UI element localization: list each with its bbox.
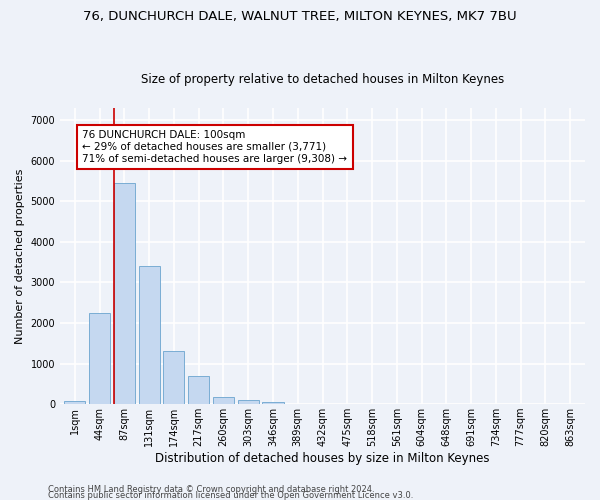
Bar [262,402,284,404]
Text: Contains public sector information licensed under the Open Government Licence v3: Contains public sector information licen… [48,490,413,500]
Bar [114,183,135,404]
Bar [163,352,184,404]
Text: 76 DUNCHURCH DALE: 100sqm
← 29% of detached houses are smaller (3,771)
71% of se: 76 DUNCHURCH DALE: 100sqm ← 29% of detac… [82,130,347,164]
Text: Contains HM Land Registry data © Crown copyright and database right 2024.: Contains HM Land Registry data © Crown c… [48,484,374,494]
Y-axis label: Number of detached properties: Number of detached properties [15,168,25,344]
Text: 76, DUNCHURCH DALE, WALNUT TREE, MILTON KEYNES, MK7 7BU: 76, DUNCHURCH DALE, WALNUT TREE, MILTON … [83,10,517,23]
Title: Size of property relative to detached houses in Milton Keynes: Size of property relative to detached ho… [141,73,504,86]
Bar [188,376,209,404]
Bar [213,397,234,404]
Bar [139,266,160,404]
Bar [64,402,85,404]
Bar [238,400,259,404]
Bar [89,313,110,404]
X-axis label: Distribution of detached houses by size in Milton Keynes: Distribution of detached houses by size … [155,452,490,465]
